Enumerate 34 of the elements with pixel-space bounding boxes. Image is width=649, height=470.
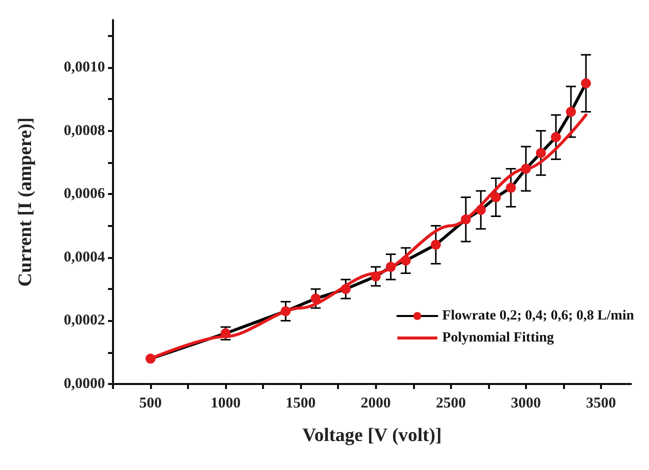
point [370, 271, 381, 282]
y-tick-label: 0,0010 [64, 59, 105, 76]
y-tick-label: 0,0004 [64, 249, 106, 266]
point [460, 214, 471, 224]
point [506, 182, 516, 193]
legend-label: Polynomial Fitting [442, 330, 554, 346]
y-tick-label: 0,0000 [64, 376, 105, 392]
point [520, 164, 531, 174]
x-tick-label: 1500 [286, 396, 316, 412]
x-tick-label: 3000 [510, 396, 541, 412]
y-tick-label: 0,0002 [64, 312, 105, 329]
point [476, 204, 486, 215]
legend-label: Flowrate 0,2; 0,4; 0,6; 0,8 L/min [442, 308, 634, 324]
y-axis-title: Current [I (ampere)] [15, 117, 36, 287]
x-tick-label: 2500 [436, 396, 466, 412]
x-tick-label: 3500 [586, 396, 616, 412]
point [280, 306, 291, 316]
y-tick-label: 0,0008 [64, 122, 105, 139]
x-tick-label: 1000 [210, 396, 241, 412]
point [146, 354, 156, 364]
x-tick-label: 2000 [360, 396, 391, 412]
point [430, 240, 441, 250]
point [536, 148, 546, 158]
point [310, 294, 321, 304]
point [566, 106, 576, 117]
point [400, 256, 411, 266]
point [386, 262, 396, 272]
point [490, 192, 501, 202]
point [550, 132, 561, 142]
x-axis-title: Voltage [V (volt)] [302, 425, 442, 446]
point [580, 78, 591, 88]
y-tick-label: 0,0006 [64, 186, 106, 202]
point [340, 284, 351, 294]
x-tick-label: 500 [139, 396, 162, 412]
